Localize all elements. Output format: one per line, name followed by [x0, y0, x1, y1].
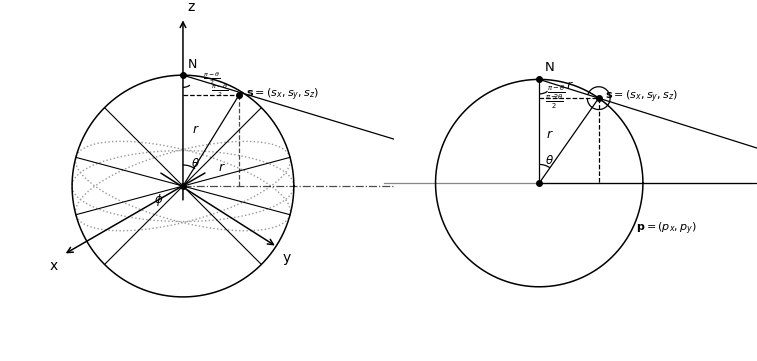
Text: $r$: $r$	[566, 79, 574, 92]
Text: $r$: $r$	[192, 123, 200, 136]
Text: $\frac{\pi-\theta}{2}$: $\frac{\pi-\theta}{2}$	[547, 84, 565, 102]
Text: N: N	[544, 61, 554, 74]
Text: N: N	[188, 58, 197, 71]
Text: $\frac{\pi-\theta}{2}$: $\frac{\pi-\theta}{2}$	[546, 93, 564, 111]
Text: $r$: $r$	[547, 128, 554, 141]
Text: $\mathbf{s} = (s_x, s_y, s_z)$: $\mathbf{s} = (s_x, s_y, s_z)$	[245, 87, 319, 103]
Text: $\frac{\pi-\theta}{2}$: $\frac{\pi-\theta}{2}$	[204, 71, 221, 87]
Text: $\mathbf{p} = (p_x, p_y)$: $\mathbf{p} = (p_x, p_y)$	[636, 221, 697, 237]
Text: y: y	[283, 252, 291, 265]
Text: $r$: $r$	[218, 161, 226, 174]
Text: z: z	[188, 0, 195, 14]
Text: $\theta$: $\theta$	[546, 154, 554, 167]
Text: $\theta$: $\theta$	[191, 157, 200, 170]
Text: x: x	[49, 259, 58, 273]
Text: $\frac{\pi-\theta}{2}$: $\frac{\pi-\theta}{2}$	[211, 82, 229, 99]
Text: $\mathbf{s} = (s_x, s_y, s_z)$: $\mathbf{s} = (s_x, s_y, s_z)$	[605, 89, 678, 105]
Text: $\phi$: $\phi$	[154, 192, 164, 208]
